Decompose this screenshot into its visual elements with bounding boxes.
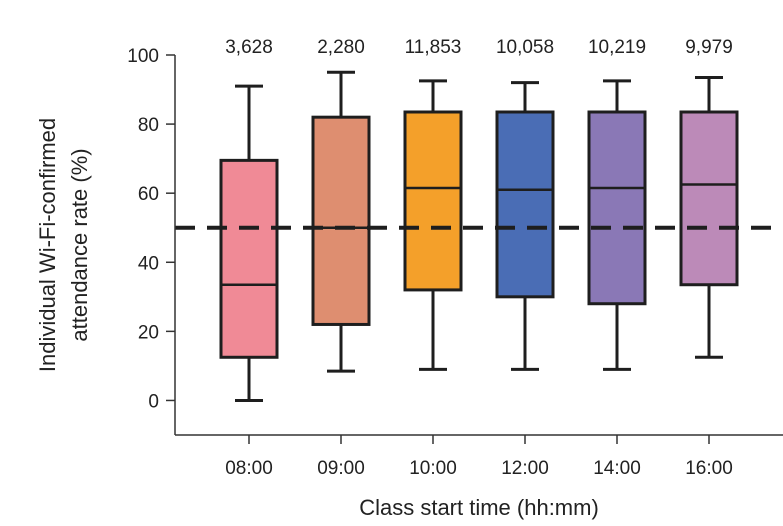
y-axis-title: Individual Wi-Fi-confirmed attendance rat… — [35, 118, 92, 372]
count-label: 3,628 — [225, 37, 273, 58]
y-tick-label: 100 — [127, 46, 159, 67]
count-label: 10,219 — [588, 37, 646, 58]
count-label: 10,058 — [496, 37, 554, 58]
count-label: 2,280 — [317, 37, 365, 58]
x-tick-label: 12:00 — [501, 458, 549, 479]
y-axis-title-line: attendance rate (%) — [67, 148, 92, 341]
y-axis-title-line: Individual Wi-Fi-confirmed — [35, 118, 60, 372]
y-tick-label: 80 — [138, 115, 159, 136]
y-tick-label: 0 — [148, 391, 159, 412]
x-tick-label: 09:00 — [317, 458, 365, 479]
box-iqr — [679, 110, 739, 287]
y-tick-label: 20 — [138, 322, 159, 343]
box-0800 — [219, 84, 279, 402]
box-iqr — [495, 110, 555, 299]
box-1200 — [495, 81, 555, 371]
x-tick-label: 16:00 — [685, 458, 733, 479]
box-1400 — [587, 79, 647, 371]
box-0900 — [311, 70, 371, 373]
x-axis-title: Class start time (hh:mm) — [359, 495, 599, 520]
labels-layer: 0 20 40 60 80 100 08:00 3,628 09:00 2,280 10:00 11,… — [35, 37, 733, 520]
box-iqr — [219, 158, 279, 359]
count-label: 9,979 — [685, 37, 733, 58]
y-tick-label: 60 — [138, 184, 159, 205]
boxes-layer — [219, 70, 739, 402]
box-1000 — [403, 79, 463, 371]
box-iqr — [403, 110, 463, 292]
x-tick-label: 14:00 — [593, 458, 641, 479]
box-1600 — [679, 75, 739, 359]
x-tick-label: 08:00 — [225, 458, 273, 479]
count-label: 11,853 — [405, 37, 462, 58]
box-iqr — [587, 110, 647, 306]
x-tick-label: 10:00 — [409, 458, 457, 479]
y-tick-label: 40 — [138, 253, 159, 274]
axes-layer — [166, 54, 783, 444]
box-iqr — [311, 115, 371, 326]
